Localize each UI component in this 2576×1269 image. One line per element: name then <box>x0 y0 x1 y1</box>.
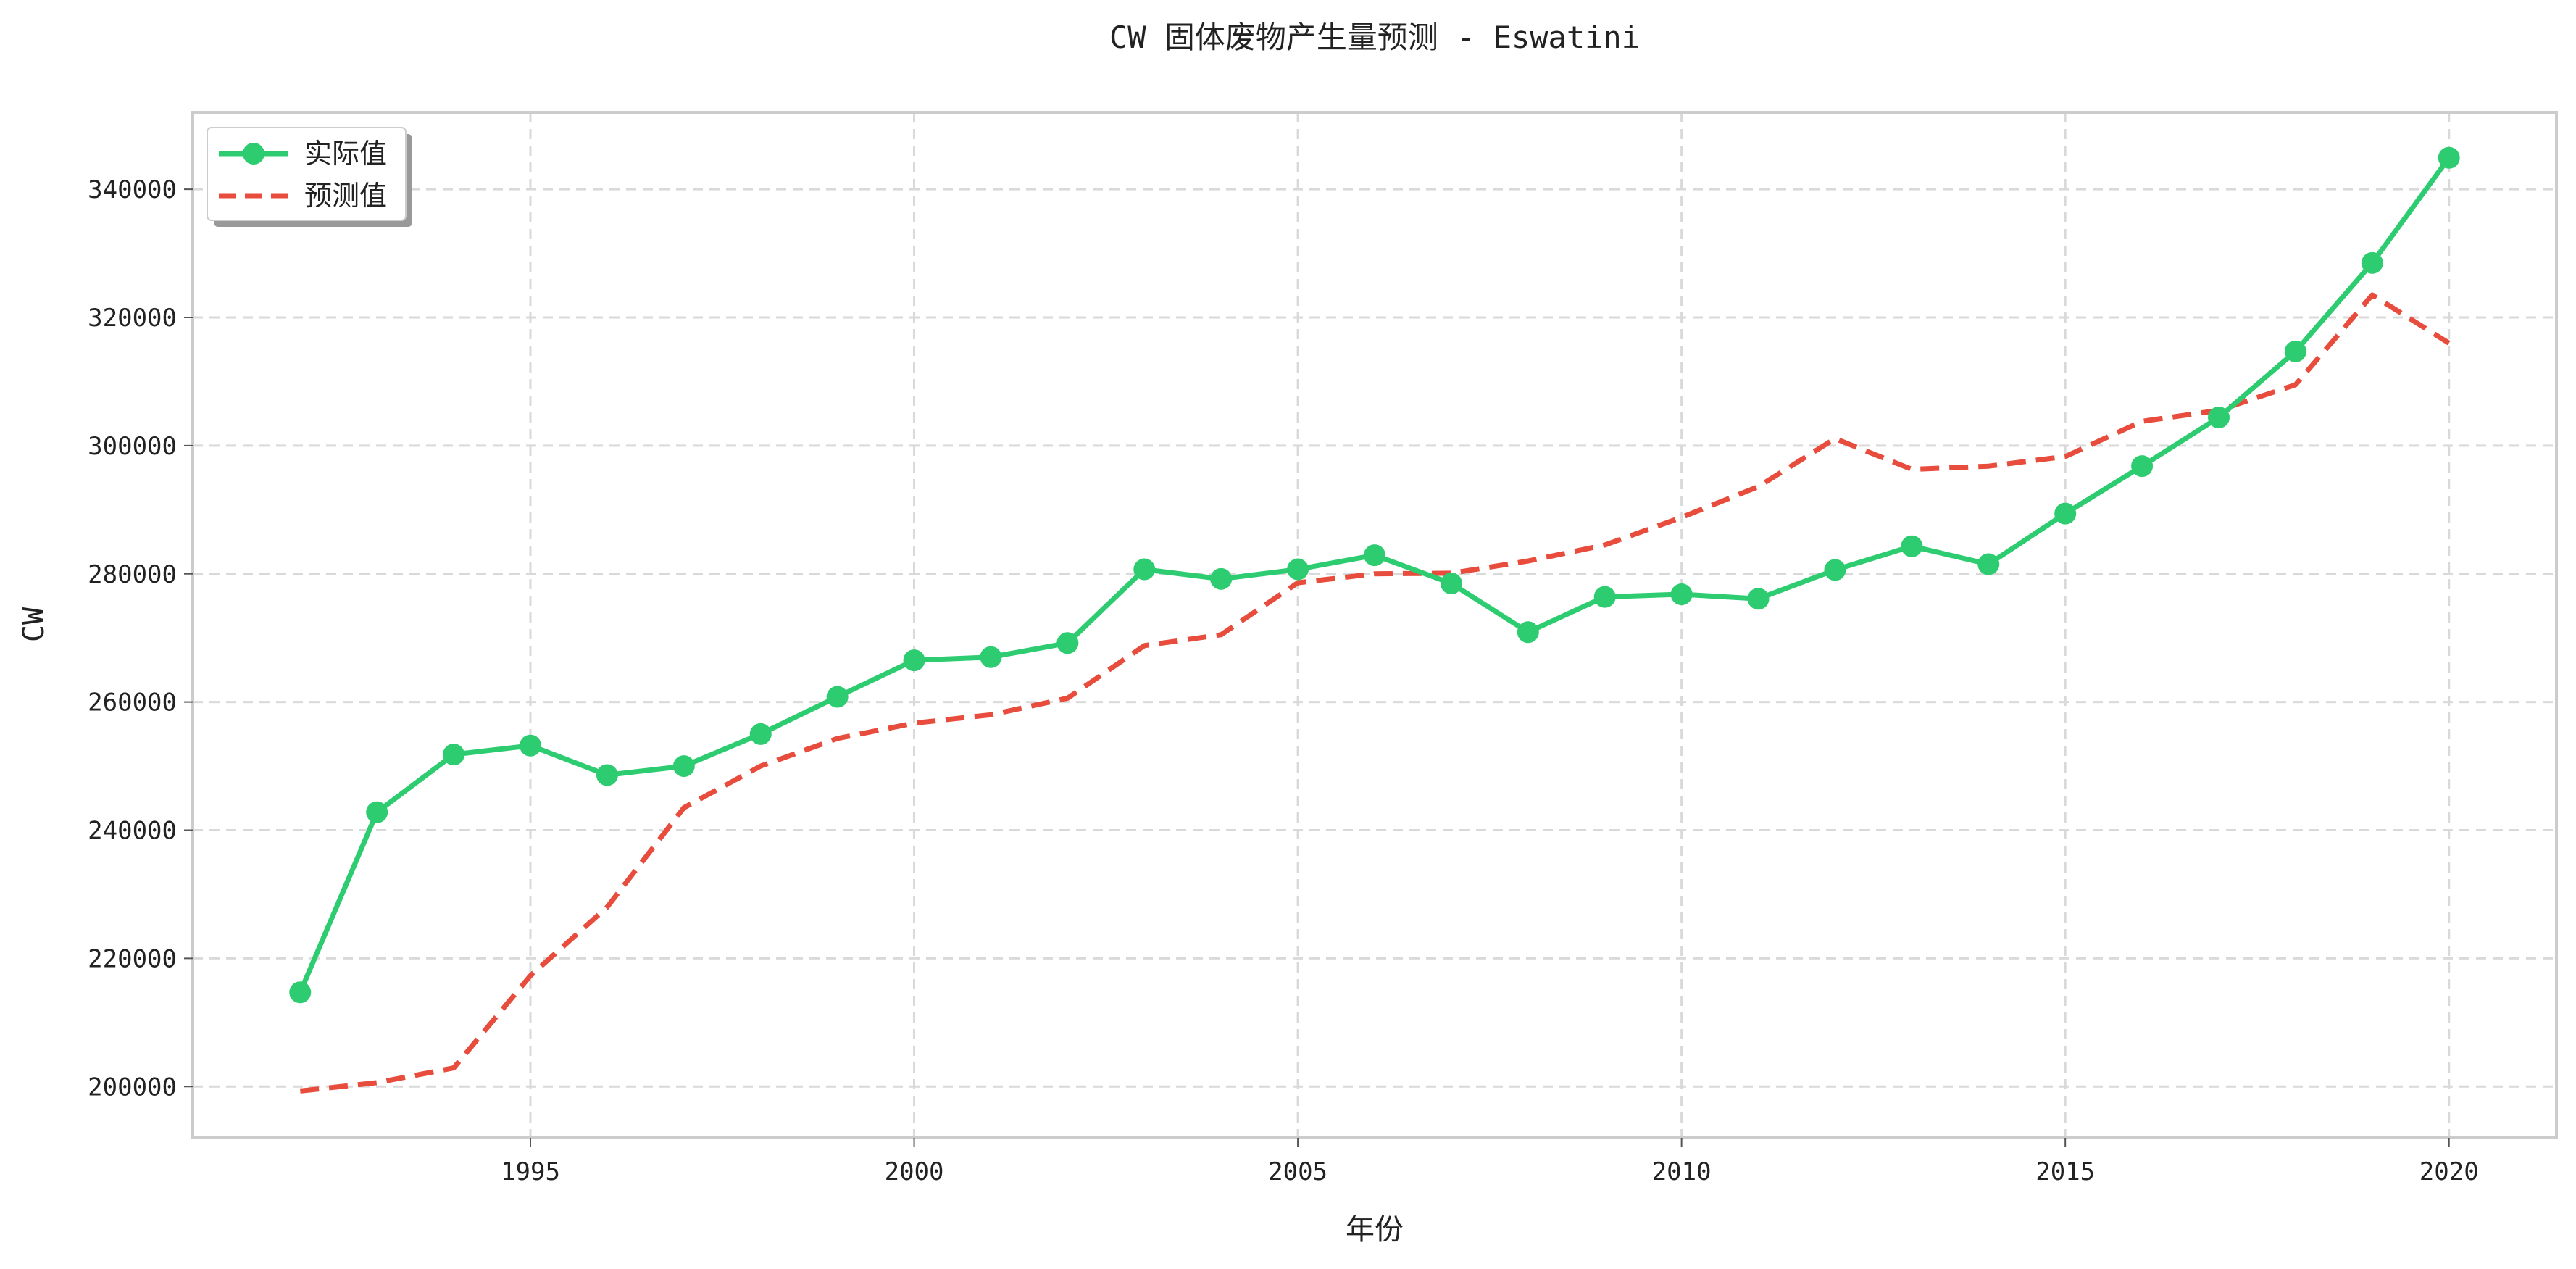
y-tick-label: 220000 <box>88 944 177 973</box>
legend-marker <box>243 143 264 165</box>
x-axis-label: 年份 <box>1346 1213 1404 1247</box>
data-point <box>2284 340 2306 362</box>
data-point <box>2131 455 2154 478</box>
data-point <box>1747 588 1770 610</box>
grid <box>193 112 2556 1138</box>
data-point <box>826 686 849 708</box>
data-point <box>2054 502 2077 525</box>
data-point <box>366 801 388 823</box>
data-point <box>596 764 618 786</box>
legend-item: 预测值 <box>219 180 387 212</box>
y-axis-ticks: 200000 220000 240000 260000 280000 300000 3200… <box>88 175 193 1102</box>
plot-frame <box>191 111 2558 1139</box>
legend-label: 预测值 <box>304 180 387 212</box>
y-tick-label: 280000 <box>88 560 177 589</box>
data-point <box>1517 621 1539 644</box>
data-point <box>672 755 695 778</box>
y-tick-label: 340000 <box>88 175 177 204</box>
y-tick-label: 240000 <box>88 817 177 846</box>
data-point <box>2361 251 2383 274</box>
data-point <box>1056 632 1079 654</box>
x-tick-label: 2010 <box>1652 1157 1712 1186</box>
data-point <box>443 744 465 766</box>
data-point <box>1133 558 1156 581</box>
chart-title: CW 固体废物产生量预测 - Eswatini <box>1109 20 1640 55</box>
series-actual <box>289 146 2460 1004</box>
data-point <box>1287 558 1309 581</box>
data-point <box>1593 586 1616 608</box>
x-tick-label: 2015 <box>2035 1157 2095 1186</box>
data-point <box>1440 573 1462 595</box>
x-tick-label: 2020 <box>2419 1157 2479 1186</box>
y-tick-label: 260000 <box>88 688 177 717</box>
x-axis-ticks: 1995 2000 2005 2010 2015 2020 <box>501 1138 2479 1186</box>
data-point <box>749 723 772 745</box>
y-tick-label: 320000 <box>88 304 177 333</box>
x-tick-label: 1995 <box>501 1157 560 1186</box>
data-point <box>520 734 541 757</box>
data-point <box>2438 146 2460 169</box>
x-tick-label: 2005 <box>1268 1157 1327 1186</box>
legend-label: 实际值 <box>304 138 387 170</box>
series-predicted <box>299 292 2451 1094</box>
data-point <box>1824 559 1846 581</box>
y-tick-label: 200000 <box>88 1073 177 1102</box>
data-point <box>1901 535 1923 557</box>
data-point <box>903 649 925 672</box>
data-point <box>1210 567 1233 590</box>
data-point <box>1670 583 1693 606</box>
y-tick-label: 300000 <box>88 432 177 461</box>
y-axis-label: CW <box>17 607 51 642</box>
x-tick-label: 2000 <box>885 1157 944 1186</box>
data-point <box>1977 553 2000 575</box>
data-point <box>980 646 1002 668</box>
data-point <box>1364 544 1385 567</box>
data-point <box>289 981 312 1004</box>
legend-item: 实际值 <box>219 138 387 170</box>
data-point <box>2208 406 2230 428</box>
series-line <box>299 292 2451 1094</box>
series-layer <box>289 146 2460 1094</box>
